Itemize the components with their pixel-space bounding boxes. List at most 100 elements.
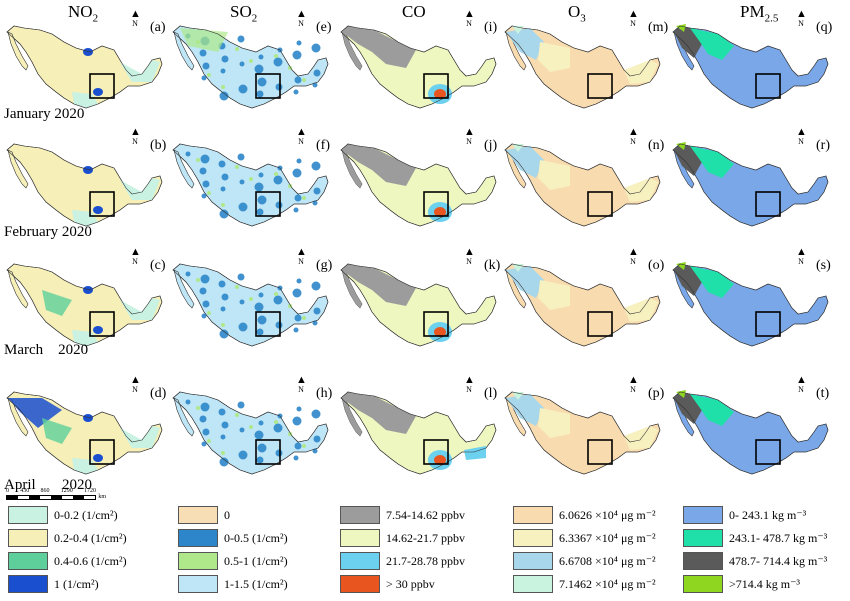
legend-swatch <box>8 506 48 524</box>
north-arrow-icon: ▲ N <box>130 374 141 395</box>
month-label-april-year: 2020 <box>62 477 92 493</box>
legend-label: 7.1462 ×10⁴ μg m⁻² <box>559 576 656 591</box>
legend-label: > 30 ppbv <box>386 576 435 591</box>
map-pm25-row-4 <box>672 390 829 475</box>
map-co-row-3 <box>340 263 497 347</box>
map-no2-row-2 <box>6 143 163 227</box>
study-area-box <box>423 439 449 465</box>
legend-item-o3: 6.0626 ×10⁴ μg m⁻² <box>513 506 656 524</box>
map-so2-row-1 <box>172 25 329 109</box>
column-title-co: CO <box>402 2 426 21</box>
north-arrow-icon: ▲ N <box>130 8 141 29</box>
column-title-so2: SO2 <box>230 2 258 25</box>
legend-swatch <box>8 552 48 570</box>
study-area-box <box>89 191 115 217</box>
study-area-box <box>755 73 781 99</box>
map-co-row-2 <box>340 143 497 227</box>
north-arrow-icon: ▲ N <box>796 374 807 395</box>
map-o3-row-2 <box>504 143 661 227</box>
legend-label: 6.6708 ×10⁴ μg m⁻² <box>559 553 656 568</box>
legend-item-so2: 1-1.5 (1/cm²) <box>178 575 288 593</box>
panel-label: (e) <box>316 20 332 35</box>
legend-swatch <box>340 506 380 524</box>
panel-label: (a) <box>150 20 166 35</box>
legend-label: 6.0626 ×10⁴ μg m⁻² <box>559 507 656 522</box>
month-label-april: April <box>4 477 36 493</box>
panel-label: (l) <box>484 386 498 401</box>
legend-item-so2: 0 <box>178 506 230 524</box>
legend-swatch <box>340 529 380 547</box>
month-label-february: February 2020 <box>4 224 92 240</box>
panel-label: (m) <box>648 20 669 35</box>
legend-label: 0.2-0.4 (1/cm²) <box>54 530 127 545</box>
legend-swatch <box>683 506 723 524</box>
north-arrow-icon: ▲ N <box>130 246 141 267</box>
map-co-row-4 <box>340 391 497 475</box>
month-label-march: March 2020 <box>4 342 89 358</box>
legend-item-no2: 0-0.2 (1/cm²) <box>8 506 118 524</box>
study-area-box <box>755 439 781 465</box>
column-title-pm25: PM2.5 <box>740 2 779 25</box>
legend-swatch <box>178 552 218 570</box>
panel-label: (p) <box>648 386 665 401</box>
panel-label: (t) <box>816 386 830 401</box>
legend-label: 1 (1/cm²) <box>54 576 99 591</box>
study-area-box <box>423 191 449 217</box>
scale-tick: 1290 <box>60 488 73 494</box>
legend-swatch <box>178 506 218 524</box>
legend-label: 0-0.5 (1/cm²) <box>224 530 288 545</box>
map-pm25-row-1 <box>672 24 829 109</box>
legend-label: 243.1- 478.7 kg m⁻³ <box>729 530 828 545</box>
panel-label: (d) <box>150 386 167 401</box>
panel-label: (h) <box>316 386 333 401</box>
study-area-box <box>587 73 613 99</box>
panel-label: (r) <box>816 138 830 153</box>
north-arrow-icon: ▲ N <box>796 246 807 267</box>
scale-tick: 860 <box>40 488 50 494</box>
map-pm25-row-3 <box>672 262 829 347</box>
legend-label: 6.3367 ×10⁴ μg m⁻² <box>559 530 656 545</box>
scale-bar: 0 430 860 1290 1720 km <box>6 488 106 500</box>
study-area-box <box>587 311 613 337</box>
legend-item-co: 14.62-21.7 ppbv <box>340 529 465 547</box>
north-arrow-icon: ▲ N <box>464 246 475 267</box>
study-area-box <box>423 311 449 337</box>
scale-bar-graphic <box>6 494 97 500</box>
legend-item-o3: 6.6708 ×10⁴ μg m⁻² <box>513 552 656 570</box>
legend-label: 1-1.5 (1/cm²) <box>224 576 288 591</box>
north-arrow-icon: ▲ N <box>796 126 807 147</box>
legend-label: 0-0.2 (1/cm²) <box>54 507 118 522</box>
legend-swatch <box>340 552 380 570</box>
north-arrow-icon: ▲ N <box>464 374 475 395</box>
legend-label: 0- 243.1 kg m⁻³ <box>729 507 807 522</box>
legend-item-o3: 7.1462 ×10⁴ μg m⁻² <box>513 575 656 593</box>
scale-tick: 1720 <box>84 488 96 494</box>
study-area-box <box>89 311 115 337</box>
map-no2-row-1 <box>6 25 163 109</box>
legend-label: 478.7- 714.4 kg m⁻³ <box>729 553 828 568</box>
scale-tick: 0 <box>6 488 9 494</box>
north-arrow-icon: ▲ N <box>628 126 639 147</box>
panel-label: (f) <box>316 138 330 153</box>
legend-swatch <box>340 575 380 593</box>
map-o3-row-1 <box>504 25 661 109</box>
panel-label: (q) <box>816 20 833 35</box>
column-title-o3: O3 <box>568 2 586 25</box>
legend-label: 21.7-28.78 ppbv <box>386 553 465 568</box>
month-label-january: January 2020 <box>4 106 85 122</box>
legend-item-co: 21.7-28.78 ppbv <box>340 552 465 570</box>
legend-swatch <box>683 529 723 547</box>
panel-label: (k) <box>484 258 501 273</box>
legend-label: >714.4 kg m⁻³ <box>729 576 801 591</box>
north-arrow-icon: ▲ N <box>628 246 639 267</box>
panel-label: (j) <box>484 138 498 153</box>
map-co-row-1 <box>340 25 497 109</box>
panel-label: (b) <box>150 138 167 153</box>
panel-label: (n) <box>648 138 665 153</box>
map-pm25-row-2 <box>672 142 829 227</box>
study-area-box <box>755 311 781 337</box>
study-area-box <box>255 311 281 337</box>
legend-label: 7.54-14.62 ppbv <box>386 507 465 522</box>
map-no2-row-4 <box>6 391 163 475</box>
legend-item-no2: 0.4-0.6 (1/cm²) <box>8 552 127 570</box>
